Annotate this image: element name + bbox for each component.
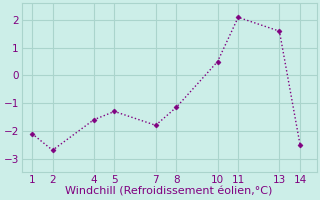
X-axis label: Windchill (Refroidissement éolien,°C): Windchill (Refroidissement éolien,°C) [65,187,273,197]
